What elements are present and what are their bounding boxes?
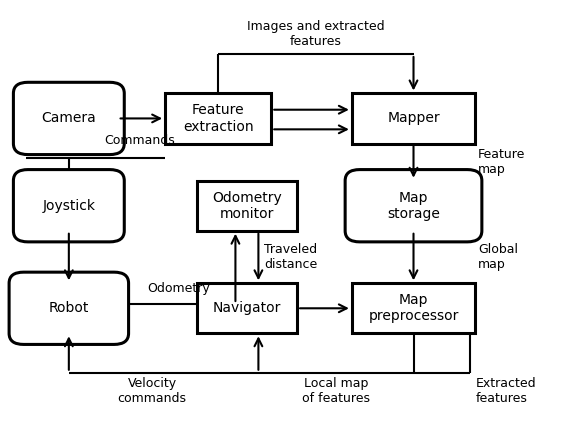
Text: Feature
extraction: Feature extraction — [183, 103, 253, 133]
Text: Traveled
distance: Traveled distance — [264, 243, 317, 271]
Text: Odometry
monitor: Odometry monitor — [212, 191, 282, 221]
Text: Navigator: Navigator — [213, 301, 281, 315]
Text: Map
preprocessor: Map preprocessor — [368, 293, 459, 324]
Text: Odometry: Odometry — [147, 282, 210, 295]
Text: Extracted
features: Extracted features — [475, 377, 536, 405]
Text: Mapper: Mapper — [387, 111, 440, 126]
Text: Local map
of features: Local map of features — [302, 377, 370, 405]
FancyBboxPatch shape — [9, 272, 129, 344]
Text: Robot: Robot — [49, 301, 89, 315]
Text: Global
map: Global map — [478, 243, 518, 271]
FancyBboxPatch shape — [13, 82, 124, 155]
FancyBboxPatch shape — [345, 170, 482, 242]
Text: Velocity
commands: Velocity commands — [118, 377, 187, 405]
Text: Images and extracted
features: Images and extracted features — [247, 20, 385, 49]
Text: Joystick: Joystick — [42, 199, 95, 213]
FancyBboxPatch shape — [351, 93, 475, 144]
FancyBboxPatch shape — [197, 283, 297, 333]
FancyBboxPatch shape — [351, 283, 475, 333]
Text: Commands: Commands — [104, 134, 175, 147]
Text: Camera: Camera — [41, 111, 96, 126]
FancyBboxPatch shape — [197, 181, 297, 231]
Text: Map
storage: Map storage — [387, 191, 440, 221]
FancyBboxPatch shape — [13, 170, 124, 242]
Text: Feature
map: Feature map — [478, 148, 525, 176]
FancyBboxPatch shape — [165, 93, 271, 144]
